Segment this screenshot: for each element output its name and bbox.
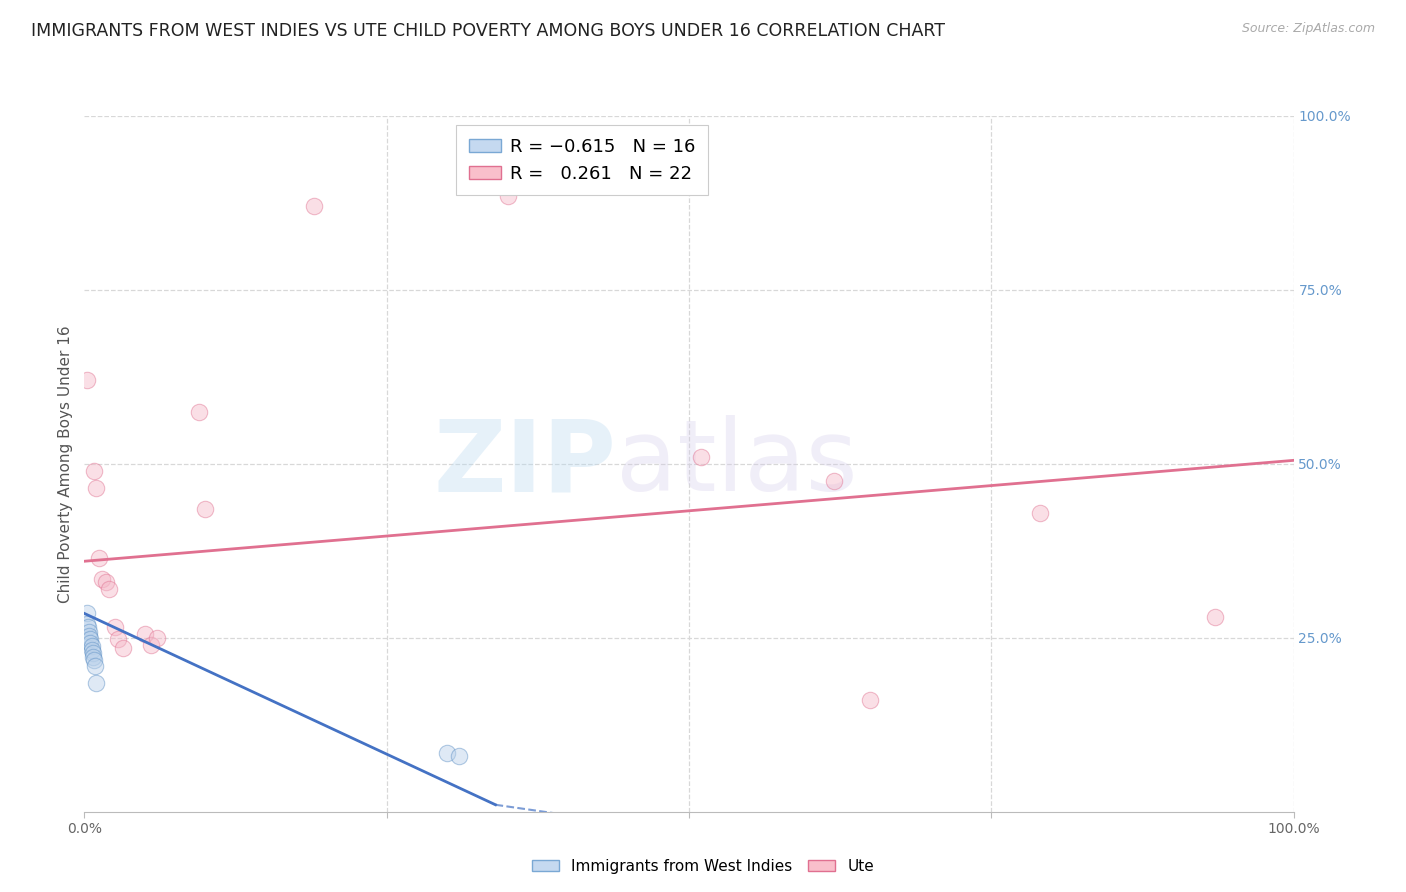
Point [139, 638, 162, 652]
Point [79, 636, 101, 650]
Text: ZIP: ZIP [433, 416, 616, 512]
Point [79, 632, 101, 647]
Point [1028, 506, 1050, 520]
Point [76, 616, 98, 631]
Point [188, 405, 211, 419]
Point [80, 643, 103, 657]
Y-axis label: Child Poverty Among Boys Under 16: Child Poverty Among Boys Under 16 [58, 325, 73, 603]
Point [76, 607, 98, 621]
Point [146, 631, 169, 645]
Point [76, 373, 98, 387]
Text: IMMIGRANTS FROM WEST INDIES VS UTE CHILD POVERTY AMONG BOYS UNDER 16 CORRELATION: IMMIGRANTS FROM WEST INDIES VS UTE CHILD… [31, 22, 945, 40]
Point [449, 749, 471, 764]
Legend: Immigrants from West Indies, Ute: Immigrants from West Indies, Ute [526, 853, 880, 880]
Legend: R = −0.615   N = 16, R =   0.261   N = 22: R = −0.615 N = 16, R = 0.261 N = 22 [456, 125, 709, 195]
Text: Source: ZipAtlas.com: Source: ZipAtlas.com [1241, 22, 1375, 36]
Point [77, 625, 100, 640]
Point [91, 572, 114, 586]
Point [82, 650, 104, 665]
Point [87, 550, 110, 565]
Point [107, 632, 129, 647]
Point [436, 746, 458, 760]
Point [690, 450, 713, 464]
Point [86, 676, 108, 690]
Point [83, 464, 105, 478]
Point [77, 629, 100, 643]
Point [82, 646, 104, 660]
Point [77, 620, 100, 634]
Point [112, 641, 135, 656]
Point [83, 653, 105, 667]
Point [80, 639, 103, 653]
Point [194, 502, 217, 516]
Point [496, 189, 519, 203]
Point [859, 693, 882, 707]
Point [1204, 610, 1226, 624]
Point [97, 582, 120, 596]
Point [104, 620, 127, 634]
Text: atlas: atlas [616, 416, 858, 512]
Point [823, 475, 845, 489]
Point [302, 199, 325, 213]
Point [94, 575, 117, 590]
Point [86, 481, 108, 495]
Point [84, 658, 107, 673]
Point [134, 627, 156, 641]
